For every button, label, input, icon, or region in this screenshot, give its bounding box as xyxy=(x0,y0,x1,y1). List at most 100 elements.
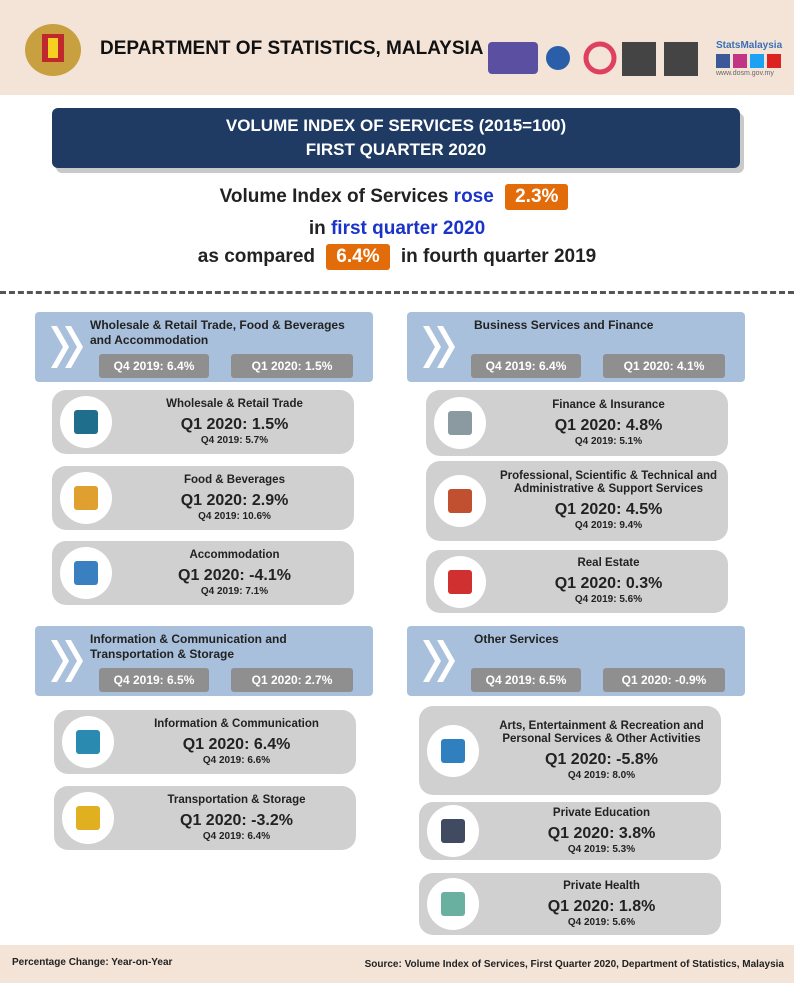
item-card: Private Health Q1 2020: 1.8% Q4 2019: 5.6% xyxy=(419,873,721,935)
item-icon xyxy=(62,716,114,768)
text: first quarter 2020 xyxy=(330,218,486,239)
icon-shape xyxy=(74,486,98,510)
website: www.dosm.gov.my xyxy=(716,70,774,77)
item-icon xyxy=(62,792,114,844)
item-icon xyxy=(60,472,112,524)
q1-pill: Q1 2020: 4.1% xyxy=(603,354,725,378)
item-name: Arts, Entertainment & Recreation and Per… xyxy=(499,719,704,745)
social-icons xyxy=(716,54,781,68)
item-icon xyxy=(434,397,486,449)
item-text: Private Health Q1 2020: 1.8% Q4 2019: 5.6% xyxy=(489,873,714,935)
item-card: Real Estate Q1 2020: 0.3% Q4 2019: 5.6% xyxy=(426,550,728,613)
text: as compared xyxy=(197,246,316,267)
item-name: Finance & Insurance xyxy=(552,398,665,411)
headline: in first quarter 2020 xyxy=(0,218,794,240)
item-q1: Q1 2020: 3.8% xyxy=(547,824,656,842)
item-q1: Q1 2020: 2.9% xyxy=(180,491,289,509)
text: in xyxy=(308,218,326,239)
item-text: Food & Beverages Q1 2020: 2.9% Q4 2019: 10… xyxy=(122,466,347,530)
item-q1: Q1 2020: 1.5% xyxy=(180,415,289,433)
item-q4: Q4 2019: 5.1% xyxy=(574,435,643,447)
item-text: Private Education Q1 2020: 3.8% Q4 2019: 5… xyxy=(489,802,714,860)
icon-shape xyxy=(448,489,472,513)
item-text: Real Estate Q1 2020: 0.3% Q4 2019: 5.6% xyxy=(496,550,721,613)
item-q1: Q1 2020: -4.1% xyxy=(178,566,291,584)
item-name: Private Health xyxy=(563,879,640,892)
section-header: Information & Communication and Transpor… xyxy=(35,626,373,696)
item-q1: Q1 2020: 4.8% xyxy=(554,416,663,434)
text: Volume Index of Services xyxy=(219,186,449,207)
item-card: Private Education Q1 2020: 3.8% Q4 2019: 5… xyxy=(419,802,721,860)
item-q4: Q4 2019: 9.4% xyxy=(574,520,643,531)
item-q1: Q1 2020: 0.3% xyxy=(554,575,663,592)
footer-note: Percentage Change: Year-on-Year xyxy=(12,957,173,968)
item-name: Transportation & Storage xyxy=(167,793,306,806)
section-header: Business Services and Finance Q4 2019: 6.… xyxy=(407,312,745,382)
header-band xyxy=(0,0,794,95)
logo xyxy=(25,24,81,76)
q1-pill: Q1 2020: -0.9% xyxy=(603,668,725,692)
chevrons xyxy=(423,640,455,682)
banner-line: VOLUME INDEX OF SERVICES (2015=100) xyxy=(225,116,567,135)
item-q4: Q4 2019: 5.7% xyxy=(200,434,269,446)
chevrons xyxy=(51,640,83,682)
item-q4: Q4 2019: 8.0% xyxy=(567,769,636,781)
item-q4: Q4 2019: 5.3% xyxy=(567,843,636,855)
item-q1: Q1 2020: 6.4% xyxy=(182,735,291,753)
icon-shape xyxy=(74,410,98,434)
item-q4: Q4 2019: 5.6% xyxy=(574,594,643,605)
item-text: Information & Communication Q1 2020: 6.4%… xyxy=(124,710,349,774)
item-q4: Q4 2019: 6.4% xyxy=(202,830,271,842)
item-card: Finance & Insurance Q1 2020: 4.8% Q4 2019:… xyxy=(426,390,728,456)
item-icon xyxy=(427,878,479,930)
header-title: DEPARTMENT OF STATISTICS, MALAYSIA xyxy=(100,38,484,59)
q4-pill: Q4 2019: 6.4% xyxy=(99,354,209,378)
q1-pill: Q1 2020: 1.5% xyxy=(231,354,353,378)
item-card: Wholesale & Retail Trade Q1 2020: 1.5% Q4 … xyxy=(52,390,354,454)
item-icon xyxy=(434,555,486,608)
section-header: Wholesale & Retail Trade, Food & Beverag… xyxy=(35,312,373,382)
icon-shape xyxy=(76,806,100,830)
icon-shape xyxy=(74,561,98,585)
text: rose xyxy=(453,186,494,207)
item-name: Real Estate xyxy=(577,557,640,569)
section-title: Information & Communication and Transpor… xyxy=(90,632,287,661)
item-icon xyxy=(427,724,479,777)
q1-pill: Q1 2020: 2.7% xyxy=(231,668,353,692)
icon-shape xyxy=(448,411,472,435)
divider xyxy=(0,291,794,294)
chevrons xyxy=(423,326,455,368)
text: in fourth quarter 2019 xyxy=(400,246,597,267)
headline: Volume Index of Services rose 2.3% xyxy=(0,184,794,210)
item-card: Accommodation Q1 2020: -4.1% Q4 2019: 7.1% xyxy=(52,541,354,605)
item-icon xyxy=(60,547,112,599)
footer-source: Source: Volume Index of Services, First … xyxy=(364,959,784,970)
item-q1: Q1 2020: -3.2% xyxy=(180,811,293,829)
q4-pill: Q4 2019: 6.5% xyxy=(99,668,209,692)
q4-pill: Q4 2019: 6.4% xyxy=(471,354,581,378)
item-text: Arts, Entertainment & Recreation and Per… xyxy=(489,706,714,795)
icon-shape xyxy=(441,819,465,843)
growth: 2.3% xyxy=(505,184,569,210)
item-card: Food & Beverages Q1 2020: 2.9% Q4 2019: 10… xyxy=(52,466,354,530)
item-card: Professional, Scientific & Technical and… xyxy=(426,461,728,541)
item-q4: Q4 2019: 6.6% xyxy=(202,754,271,766)
section-header: Other Services Q4 2019: 6.5% Q1 2020: -0.9… xyxy=(407,626,745,696)
item-q1: Q1 2020: 1.8% xyxy=(547,897,656,915)
item-icon xyxy=(60,396,112,448)
item-q1: Q1 2020: 4.5% xyxy=(554,501,663,518)
icon-shape xyxy=(448,569,472,594)
item-name: Private Education xyxy=(552,806,651,819)
headline: as compared 6.4% in fourth quarter 2019 xyxy=(0,244,794,270)
item-text: Professional, Scientific & Technical and… xyxy=(496,461,721,541)
chevrons xyxy=(51,326,83,368)
item-q4: Q4 2019: 7.1% xyxy=(200,585,269,597)
banner: VOLUME INDEX OF SERVICES (2015=100) FIRS… xyxy=(52,108,740,168)
icon-shape xyxy=(76,730,100,754)
item-icon xyxy=(427,805,479,857)
section-title: Wholesale & Retail Trade, Food & Beverag… xyxy=(90,318,345,347)
item-q4: Q4 2019: 10.6% xyxy=(198,510,271,522)
item-card: Arts, Entertainment & Recreation and Per… xyxy=(419,706,721,795)
item-q1: Q1 2020: -5.8% xyxy=(545,750,658,768)
